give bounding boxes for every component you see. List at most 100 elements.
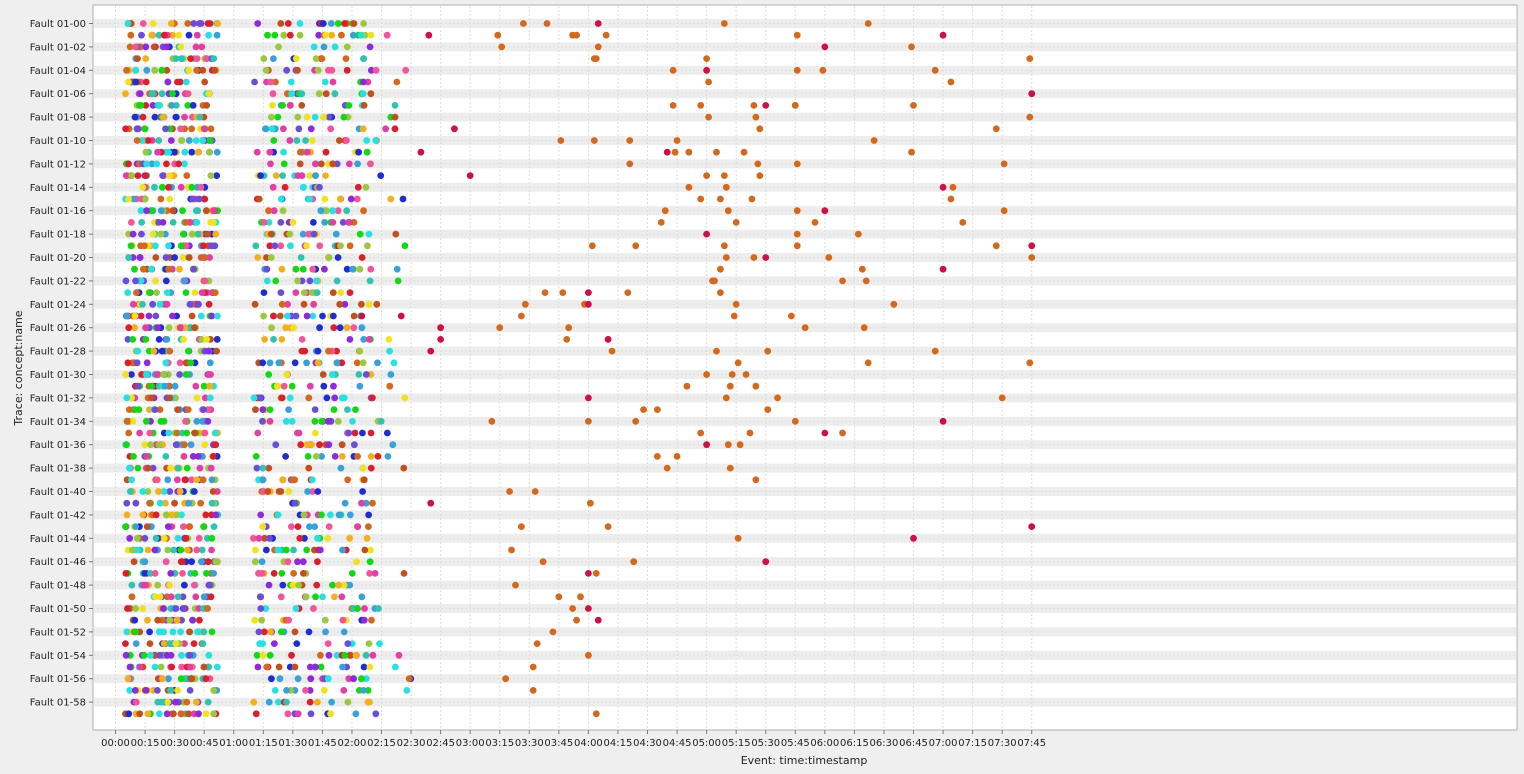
event-point xyxy=(262,125,269,133)
event-point xyxy=(325,113,333,121)
event-point xyxy=(277,488,285,495)
event-point xyxy=(192,698,200,706)
late-event-point xyxy=(512,581,519,589)
late-event-point xyxy=(653,453,661,460)
event-point xyxy=(301,347,309,355)
late-event-point xyxy=(577,593,584,601)
event-point xyxy=(361,546,369,554)
late-event-point xyxy=(728,371,736,378)
y-tick-label: Fault 01-22 xyxy=(30,276,86,287)
event-point xyxy=(200,125,208,133)
late-event-point xyxy=(697,195,705,203)
event-point xyxy=(132,698,140,706)
event-point xyxy=(161,382,169,390)
event-point xyxy=(294,558,301,566)
event-point xyxy=(286,137,294,144)
late-event-point xyxy=(533,640,541,647)
event-point xyxy=(333,277,341,285)
event-point xyxy=(128,394,136,402)
event-point xyxy=(319,312,326,320)
late-event-point xyxy=(717,289,724,296)
event-point xyxy=(149,102,157,109)
event-point xyxy=(133,137,141,144)
event-point xyxy=(184,20,192,27)
event-point xyxy=(325,66,332,74)
event-point xyxy=(391,663,399,671)
event-point xyxy=(325,347,332,355)
event-point xyxy=(354,605,361,612)
event-point xyxy=(203,55,210,62)
event-point xyxy=(166,394,174,402)
late-event-point xyxy=(488,417,496,425)
event-point xyxy=(183,464,191,472)
event-point xyxy=(329,78,337,86)
event-point xyxy=(253,464,261,472)
x-tick-label: 03:15 xyxy=(485,738,514,749)
event-point xyxy=(193,476,201,484)
event-point xyxy=(153,160,161,168)
event-point xyxy=(162,511,170,519)
event-point xyxy=(322,628,329,636)
x-tick-label: 05:00 xyxy=(692,738,721,749)
rare-event-point xyxy=(594,616,602,624)
event-point xyxy=(122,640,129,647)
late-event-point xyxy=(592,55,600,62)
event-point xyxy=(305,628,313,636)
y-tick-label: Fault 01-54 xyxy=(30,651,86,662)
event-point xyxy=(131,687,139,694)
event-point xyxy=(277,219,285,226)
event-point xyxy=(182,242,190,250)
event-point xyxy=(283,687,290,694)
late-event-point xyxy=(713,148,720,156)
event-point xyxy=(166,581,173,589)
event-point xyxy=(279,125,287,133)
event-point xyxy=(367,429,375,437)
x-tick-label: 06:30 xyxy=(870,738,899,749)
late-event-point xyxy=(730,312,738,320)
event-point xyxy=(200,242,207,250)
rare-event-point xyxy=(703,66,711,74)
event-point xyxy=(142,417,150,425)
event-point xyxy=(149,300,157,308)
late-event-point xyxy=(959,219,967,226)
event-point xyxy=(139,488,147,495)
event-point xyxy=(154,687,161,694)
event-point xyxy=(177,628,185,636)
event-point xyxy=(202,207,210,215)
event-point xyxy=(186,300,194,308)
event-point xyxy=(363,242,371,250)
rare-event-point xyxy=(663,148,671,156)
event-point xyxy=(353,195,361,203)
event-point xyxy=(367,546,374,554)
event-point xyxy=(210,55,218,62)
event-point xyxy=(284,20,292,27)
event-point xyxy=(124,605,131,612)
event-point xyxy=(151,113,159,121)
event-point xyxy=(383,429,391,437)
late-event-point xyxy=(653,406,661,413)
event-point xyxy=(337,31,345,39)
event-point xyxy=(156,651,164,659)
event-point xyxy=(132,628,140,636)
event-point xyxy=(154,371,161,378)
event-point xyxy=(250,698,258,706)
event-point xyxy=(372,137,380,144)
event-point xyxy=(401,242,409,250)
event-point xyxy=(129,230,137,238)
late-event-point xyxy=(632,417,640,425)
event-point xyxy=(353,558,360,566)
event-point xyxy=(128,581,136,589)
event-point xyxy=(362,675,370,683)
event-point xyxy=(179,230,187,238)
late-event-point xyxy=(521,300,529,308)
event-point xyxy=(282,417,290,425)
event-point xyxy=(199,66,207,74)
event-point xyxy=(286,230,294,238)
event-point xyxy=(292,289,300,296)
event-point xyxy=(259,640,267,647)
event-point xyxy=(144,464,152,472)
event-point xyxy=(157,663,165,671)
event-point xyxy=(299,265,307,273)
event-point xyxy=(300,511,308,519)
event-point xyxy=(340,113,348,121)
